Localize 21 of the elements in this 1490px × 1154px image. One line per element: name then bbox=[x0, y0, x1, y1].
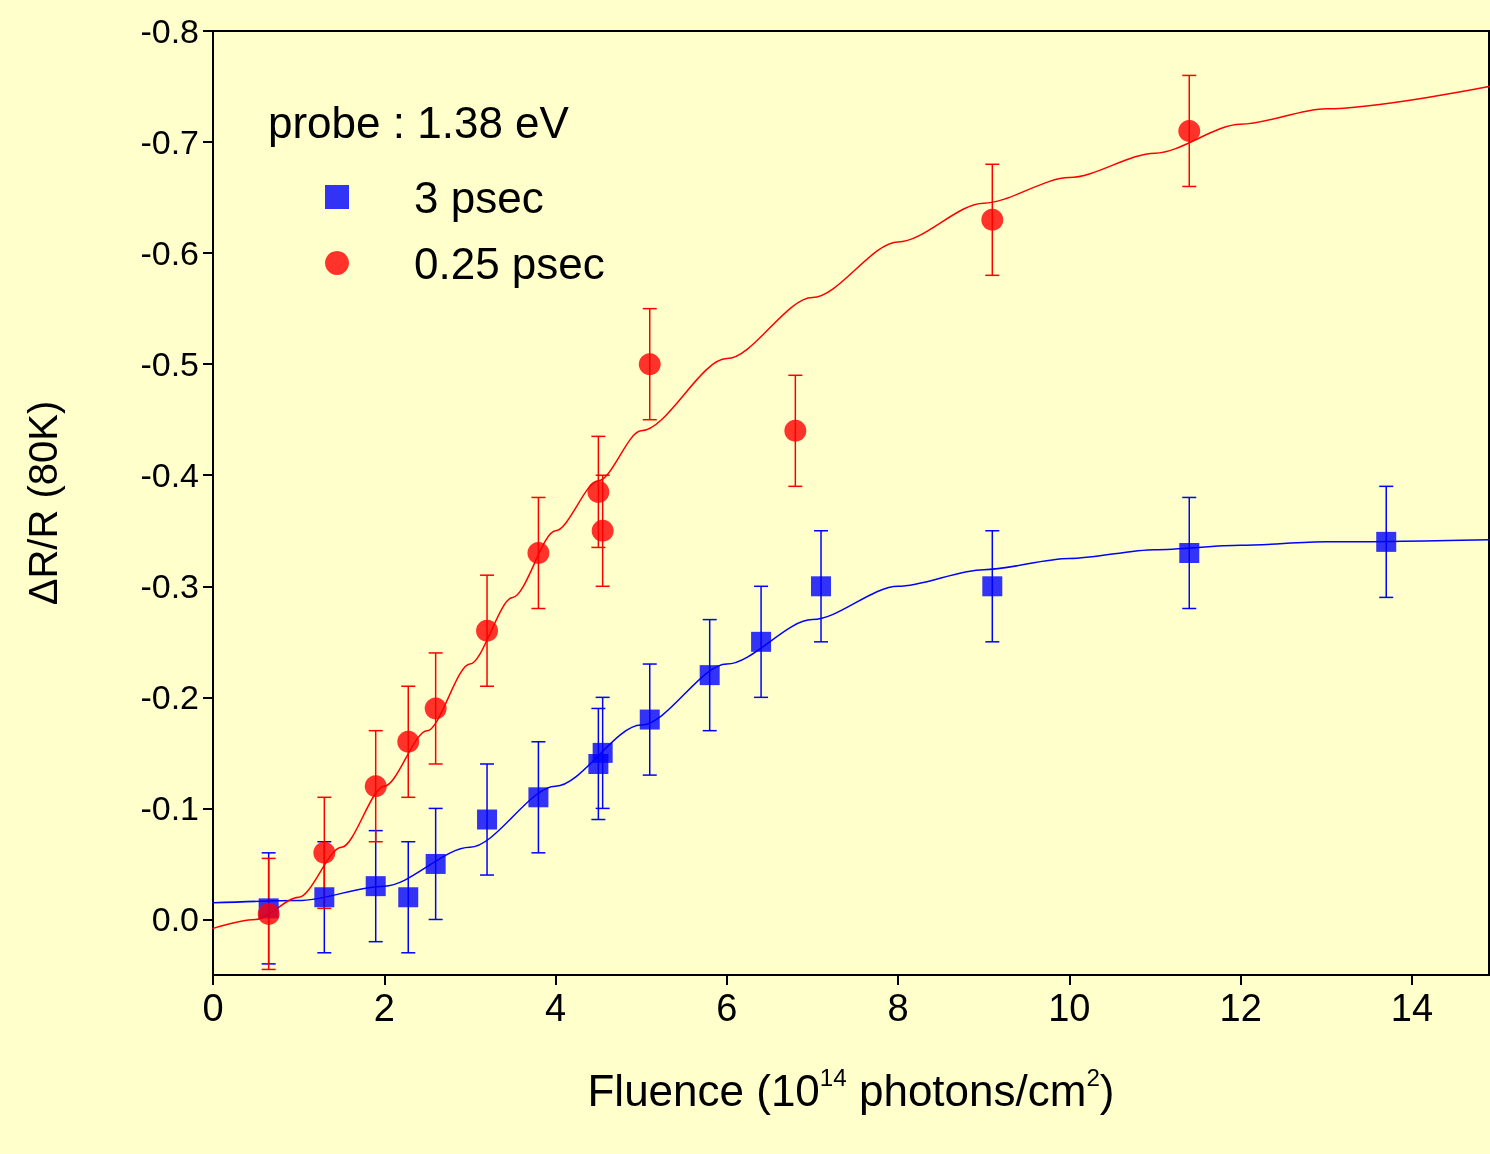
legend-label: 3 psec bbox=[414, 172, 544, 222]
legend-label: 0.25 psec bbox=[414, 238, 605, 288]
x-tick-label: 12 bbox=[1219, 987, 1262, 1029]
y-tick-label: -0.4 bbox=[140, 456, 199, 495]
x-tick-label: 14 bbox=[1390, 987, 1434, 1029]
y-axis-title: ΔR/R (80K) bbox=[21, 400, 65, 606]
y-tick-label: -0.6 bbox=[140, 234, 199, 273]
y-tick-label: -0.7 bbox=[140, 123, 199, 162]
x-tick-label: 6 bbox=[716, 987, 738, 1029]
y-tick-label: 0.0 bbox=[151, 900, 199, 939]
x-tick-label: 0 bbox=[202, 987, 224, 1029]
x-tick-label: 4 bbox=[544, 987, 567, 1029]
y-tick-label: -0.3 bbox=[140, 567, 199, 606]
y-tick-label: -0.5 bbox=[140, 345, 199, 384]
y-tick-label: -0.2 bbox=[140, 678, 199, 717]
y-tick-label: -0.1 bbox=[140, 789, 199, 828]
x-tick-label: 10 bbox=[1048, 987, 1091, 1029]
x-tick-label: 8 bbox=[887, 987, 909, 1029]
legend-title: probe : 1.38 eV bbox=[268, 97, 570, 147]
y-tick-label: -0.8 bbox=[140, 12, 199, 50]
x-tick-label: 2 bbox=[373, 987, 395, 1029]
